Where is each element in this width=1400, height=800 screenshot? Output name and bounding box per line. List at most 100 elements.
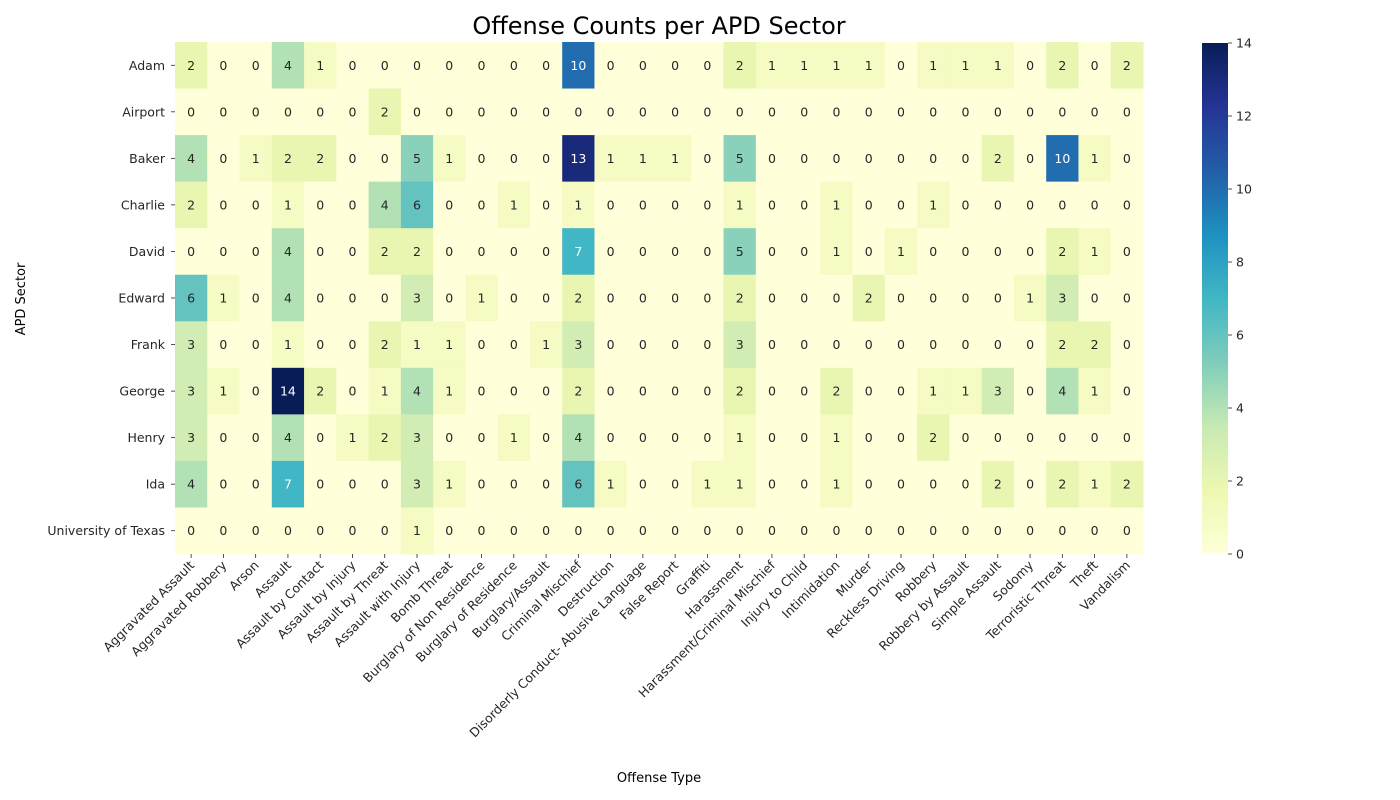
cell-value-label: 1 (574, 197, 582, 212)
cell-value-label: 1 (252, 151, 260, 166)
cell-value-label: 0 (703, 337, 711, 352)
heatmap-cell (755, 367, 789, 415)
cell-value-label: 0 (445, 430, 453, 445)
heatmap-cell (368, 135, 402, 183)
y-tick-label: University of Texas (47, 523, 165, 538)
heatmap-cell (1110, 135, 1144, 183)
heatmap-cell (1110, 42, 1144, 90)
cell-value-label: 1 (768, 58, 776, 73)
cell-value-label: 1 (1091, 384, 1099, 399)
cell-value-label: 0 (800, 430, 808, 445)
cell-value-label: 4 (413, 384, 421, 399)
heatmap-cell (433, 181, 466, 229)
heatmap-cell (981, 42, 1015, 90)
heatmap-cell (207, 460, 241, 508)
heatmap-cell (626, 507, 660, 555)
heatmap-cell (562, 228, 595, 276)
cell-value-label: 1 (348, 430, 356, 445)
heatmap-cell (433, 460, 466, 508)
heatmap-cell (1013, 460, 1047, 508)
heatmap-cell (497, 414, 531, 462)
heatmap-cell (594, 181, 628, 229)
heatmap-cell (368, 507, 402, 555)
heatmap-cell (594, 42, 628, 90)
cell-value-label: 14 (280, 384, 296, 399)
heatmap-cell (659, 507, 692, 555)
heatmap-cell (175, 274, 208, 322)
heatmap-cell (917, 274, 950, 322)
cell-value-label: 0 (897, 384, 905, 399)
heatmap-cell (562, 181, 595, 229)
cell-value-label: 0 (962, 430, 970, 445)
heatmap-cell (981, 321, 1015, 369)
cell-value-label: 4 (284, 244, 292, 259)
cell-value-label: 1 (1091, 244, 1099, 259)
cell-value-label: 0 (768, 477, 776, 492)
heatmap-cell (949, 367, 983, 415)
cell-value-label: 0 (542, 430, 550, 445)
cell-value-label: 1 (736, 477, 744, 492)
cell-value-label: 3 (994, 384, 1002, 399)
cell-value-label: 0 (671, 197, 679, 212)
cell-value-label: 0 (381, 523, 389, 538)
cell-value-label: 0 (897, 430, 905, 445)
heatmap-cell (400, 414, 434, 462)
cell-value-label: 1 (413, 523, 421, 538)
heatmap-cell (239, 181, 273, 229)
heatmap-cell (852, 367, 886, 415)
cell-value-label: 0 (478, 244, 486, 259)
cell-value-label: 0 (542, 291, 550, 306)
heatmap-cell (433, 367, 466, 415)
heatmap-cell (626, 88, 660, 136)
heatmap-cell (465, 42, 499, 90)
heatmap-cell (659, 460, 692, 508)
y-tick-label: Frank (131, 337, 166, 352)
cell-value-label: 1 (800, 58, 808, 73)
cell-value-label: 0 (800, 291, 808, 306)
cell-value-label: 0 (929, 523, 937, 538)
cell-value-label: 0 (1123, 244, 1131, 259)
cell-value-label: 0 (865, 337, 873, 352)
heatmap-cell (659, 135, 692, 183)
heatmap-cell (1013, 88, 1047, 136)
colorbar-tick-label: 6 (1236, 328, 1244, 343)
heatmap-cell (594, 274, 628, 322)
heatmap-cell (433, 228, 466, 276)
cell-value-label: 0 (897, 104, 905, 119)
cell-value-label: 0 (607, 291, 615, 306)
heatmap-cell (949, 228, 983, 276)
heatmap-cell (949, 321, 983, 369)
cell-value-label: 0 (865, 523, 873, 538)
x-axis-label: Offense Type (617, 771, 701, 786)
heatmap-cell (594, 135, 628, 183)
cell-value-label: 0 (1123, 430, 1131, 445)
heatmap-cell (368, 88, 402, 136)
cell-value-label: 0 (316, 523, 324, 538)
heatmap-cell (884, 321, 918, 369)
heatmap-cell (723, 181, 757, 229)
heatmap-cell (1013, 507, 1047, 555)
heatmap-cell (852, 507, 886, 555)
cell-value-label: 3 (413, 477, 421, 492)
cell-value-label: 0 (897, 58, 905, 73)
cell-value-label: 0 (639, 104, 647, 119)
cell-value-label: 0 (1123, 337, 1131, 352)
heatmap-cell (1078, 228, 1112, 276)
heatmap-cell (820, 274, 854, 322)
cell-value-label: 0 (800, 151, 808, 166)
cell-value-label: 0 (1026, 384, 1034, 399)
cell-value-label: 1 (219, 384, 227, 399)
cell-value-label: 5 (413, 151, 421, 166)
heatmap-cell (691, 274, 725, 322)
heatmap-cell (659, 181, 692, 229)
heatmap-cell (368, 414, 402, 462)
cell-value-label: 0 (1058, 430, 1066, 445)
heatmap-cell (175, 88, 208, 136)
cell-value-label: 2 (994, 477, 1002, 492)
cell-value-label: 0 (768, 337, 776, 352)
cell-value-label: 0 (768, 197, 776, 212)
heatmap-cell (852, 181, 886, 229)
heatmap-cell (336, 367, 370, 415)
cell-value-label: 1 (897, 244, 905, 259)
